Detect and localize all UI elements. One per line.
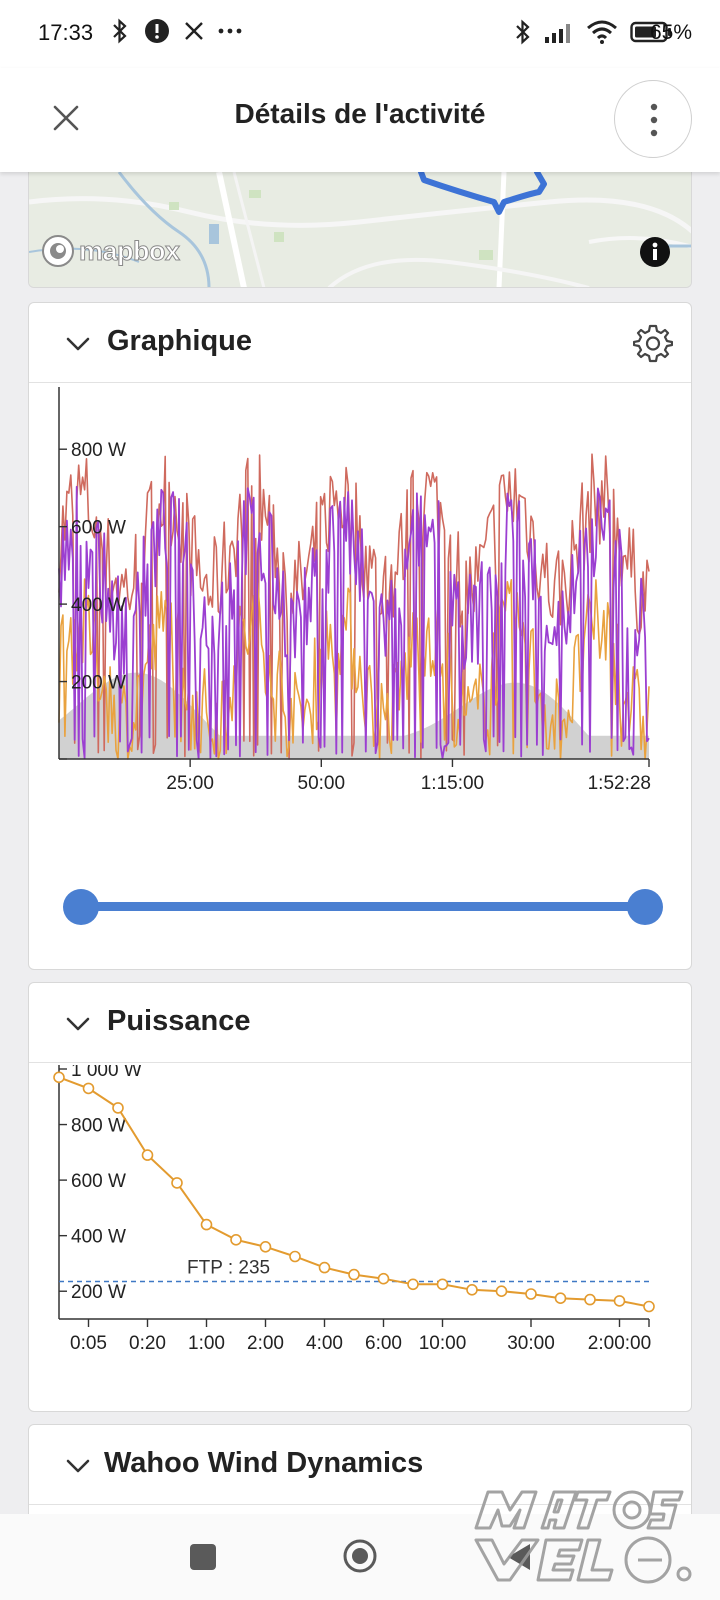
power-card-header[interactable]: Puissance (29, 983, 691, 1063)
graph-x-tick-label: 1:52:28 (588, 773, 651, 794)
close-icon (53, 105, 79, 131)
power-y-tick-label: 400 W (71, 1227, 126, 1248)
power-curve-point (53, 1071, 65, 1084)
graph-y-tick-label: 600 W (71, 518, 126, 539)
graph-card: Graphique 200 W 400 W 600 W 800 W 25:00 50:00… (28, 302, 692, 970)
notification-dot-icon (145, 19, 169, 43)
map-background (29, 172, 691, 287)
power-y-tick-label: 800 W (71, 1116, 126, 1137)
power-curve-point (436, 1278, 449, 1291)
power-curve-point (259, 1241, 272, 1253)
wind-card-title: Wahoo Wind Dynamics (104, 1447, 424, 1479)
power-x-tick-label: 0:20 (129, 1333, 166, 1354)
ftp-label: FTP : 235 (187, 1258, 270, 1279)
graph-x-tick-label: 25:00 (166, 773, 214, 794)
gear-icon (632, 324, 674, 363)
power-x-tick-label: 30:00 (507, 1333, 555, 1354)
chevron-down-icon (66, 337, 90, 351)
power-card-title: Puissance (107, 1005, 251, 1037)
power-x-tick-label: 4:00 (306, 1333, 343, 1354)
close-button[interactable] (46, 98, 86, 138)
graph-card-title: Graphique (107, 325, 253, 357)
graph-series-orange (58, 578, 650, 760)
power-curve-point (643, 1300, 655, 1313)
bluetooth-icon (516, 19, 530, 45)
power-x-tick-label: 6:00 (365, 1333, 402, 1354)
more-options-button[interactable] (614, 80, 692, 158)
system-nav-bar (0, 1514, 720, 1600)
bluetooth-off-icon (113, 18, 127, 44)
power-y-tick-label: 600 W (71, 1171, 126, 1192)
status-time: 17:33 (38, 20, 94, 45)
vertical-dots-icon (650, 103, 658, 137)
activity-graph[interactable]: 200 W 400 W 600 W 800 W 25:00 50:00 1:15:00 1:5… (29, 385, 693, 805)
power-curve-point (554, 1292, 567, 1304)
power-curve-point (495, 1285, 508, 1297)
graph-x-tick-label: 1:15:00 (421, 773, 484, 794)
power-x-tick-label: 10:00 (419, 1333, 467, 1354)
power-curve-chart[interactable]: 200 W 400 W 600 W 800 W 1 000 W FTP : 235 0:05… (29, 1065, 693, 1411)
power-curve-point (318, 1261, 331, 1274)
power-x-tick-label: 2:00:00 (588, 1333, 651, 1354)
home-button[interactable] (342, 1538, 378, 1574)
graph-y-tick-label: 200 W (71, 673, 126, 694)
battery-icon (630, 21, 671, 43)
graph-card-header[interactable]: Graphique (29, 303, 691, 383)
route-map[interactable]: mapbox (28, 172, 692, 288)
graph-y-tick-label: 400 W (71, 595, 126, 616)
power-curve-point (377, 1272, 390, 1285)
power-curve-point (112, 1102, 124, 1114)
power-y-tick-label: 1 000 W (71, 1065, 142, 1081)
wind-card-header[interactable]: Wahoo Wind Dynamics (29, 1425, 691, 1505)
recents-button[interactable] (190, 1544, 216, 1570)
power-curve-point (82, 1082, 95, 1095)
chevron-down-icon (66, 1459, 90, 1473)
power-x-tick-label: 0:05 (70, 1333, 107, 1354)
mapbox-attribution: mapbox (79, 235, 181, 266)
info-icon (640, 237, 670, 267)
power-curve-point (348, 1268, 360, 1281)
slider-thumb-end[interactable] (627, 889, 663, 925)
graph-series-purple (58, 485, 650, 760)
power-curve-point (525, 1288, 537, 1300)
slider-track (79, 902, 647, 911)
graph-settings-button[interactable] (632, 323, 674, 363)
power-curve-point (407, 1278, 419, 1291)
power-curve-point (289, 1250, 301, 1263)
power-curve-point (141, 1149, 154, 1161)
x-app-icon (185, 22, 203, 40)
watermark-logo (474, 1490, 692, 1584)
app-header: Détails de l'activité (0, 68, 720, 172)
mapbox-logo: mapbox (41, 234, 181, 268)
range-slider[interactable] (63, 887, 663, 927)
back-button[interactable] (504, 1542, 532, 1572)
power-curve-point (171, 1177, 183, 1189)
status-left-icons (110, 18, 242, 44)
power-curve-point (584, 1293, 596, 1306)
graph-x-tick-label: 50:00 (298, 773, 346, 794)
power-x-tick-label: 1:00 (188, 1333, 225, 1354)
battery-percentage: 65% (649, 21, 692, 44)
slider-thumb-start[interactable] (63, 889, 99, 925)
map-info-button[interactable] (639, 236, 671, 268)
power-curve-point (230, 1234, 242, 1246)
more-dots-icon (218, 28, 242, 34)
power-curve-point (200, 1218, 213, 1231)
power-curve-point (466, 1284, 478, 1296)
wifi-icon (587, 20, 617, 44)
page-title: Détails de l'activité (234, 98, 486, 129)
status-bar: 17:33 (0, 0, 720, 68)
power-card: Puissance 200 W 400 W 600 W 800 W 1 000 W FTP… (28, 982, 692, 1412)
power-y-tick-label: 200 W (71, 1282, 126, 1303)
chevron-down-icon (66, 1017, 90, 1031)
graph-y-tick-label: 800 W (71, 440, 126, 461)
power-x-tick-label: 2:00 (247, 1333, 284, 1354)
power-curve-point (613, 1295, 626, 1307)
graph-area-series (59, 672, 649, 759)
status-right-icons (514, 18, 672, 46)
mapbox-icon (42, 235, 74, 267)
signal-icon (545, 24, 570, 43)
